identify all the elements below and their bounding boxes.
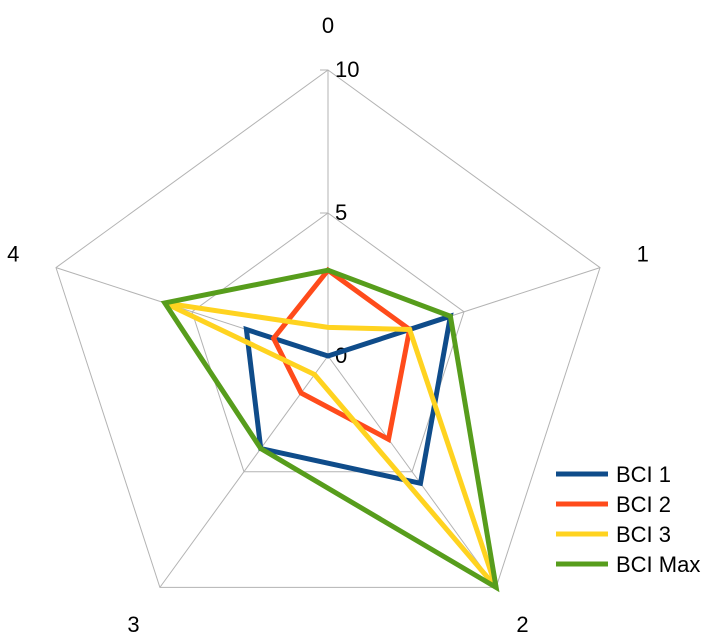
legend-label: BCI Max	[616, 552, 700, 577]
category-label: 2	[516, 612, 528, 637]
radial-tick-label: 10	[335, 57, 359, 82]
series-line	[243, 312, 454, 487]
legend: BCI 1 BCI 2 BCI 3 BCI Max	[556, 462, 700, 577]
grid-ring	[55, 69, 601, 588]
radial-tick-label: 5	[335, 200, 347, 225]
category-label: 3	[127, 612, 139, 637]
data-series	[160, 266, 500, 593]
grid-spoke	[327, 355, 497, 588]
category-label: 0	[322, 13, 334, 38]
legend-label: BCI 3	[616, 522, 671, 547]
legend-label: BCI 1	[616, 462, 671, 487]
category-labels: 0 1 2 3 4	[7, 13, 649, 637]
category-label: 1	[637, 242, 649, 267]
series-line	[160, 267, 500, 593]
category-label: 4	[7, 242, 19, 267]
series-line	[163, 300, 499, 590]
legend-label: BCI 2	[616, 492, 671, 517]
series-line	[270, 266, 413, 444]
